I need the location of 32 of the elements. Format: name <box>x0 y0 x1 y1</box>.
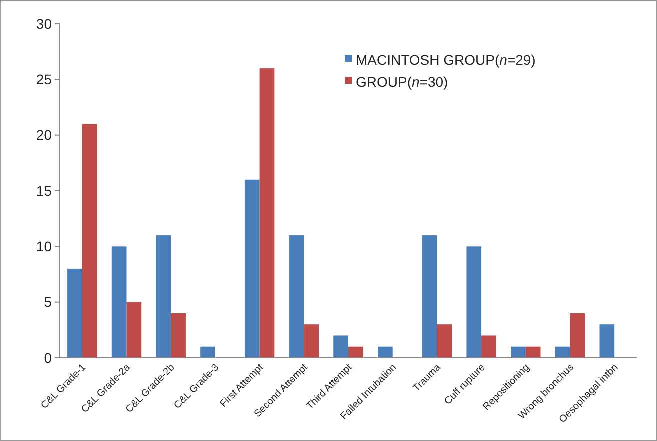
y-tick-label: 30 <box>36 16 52 32</box>
bar <box>482 336 496 358</box>
y-tick-label: 10 <box>36 238 52 255</box>
bar <box>422 236 438 358</box>
bar <box>82 124 98 358</box>
y-tick-label: 5 <box>44 294 52 310</box>
bar <box>437 324 452 358</box>
y-tick-label: 20 <box>36 127 52 144</box>
bar <box>511 346 526 358</box>
bar <box>171 313 186 358</box>
legend-label: GROUP(n=30) <box>356 74 448 90</box>
bar <box>68 268 82 358</box>
bar <box>348 346 364 358</box>
bar <box>156 236 172 358</box>
bar <box>526 346 541 358</box>
bar <box>600 324 615 358</box>
bar <box>378 346 393 358</box>
bar <box>126 302 142 358</box>
y-tick-label: 25 <box>36 72 52 88</box>
legend-label: MACINTOSH GROUP(n=29) <box>356 52 536 68</box>
bar <box>289 236 304 358</box>
bar <box>200 346 216 358</box>
bar <box>304 324 320 358</box>
bar <box>334 336 348 358</box>
bar <box>570 313 586 358</box>
bar <box>244 180 260 358</box>
y-tick-label: 0 <box>44 350 52 366</box>
bar <box>112 246 127 358</box>
bar <box>466 246 482 358</box>
bar <box>555 346 570 358</box>
bar <box>260 68 275 358</box>
y-tick-label: 15 <box>36 182 52 199</box>
